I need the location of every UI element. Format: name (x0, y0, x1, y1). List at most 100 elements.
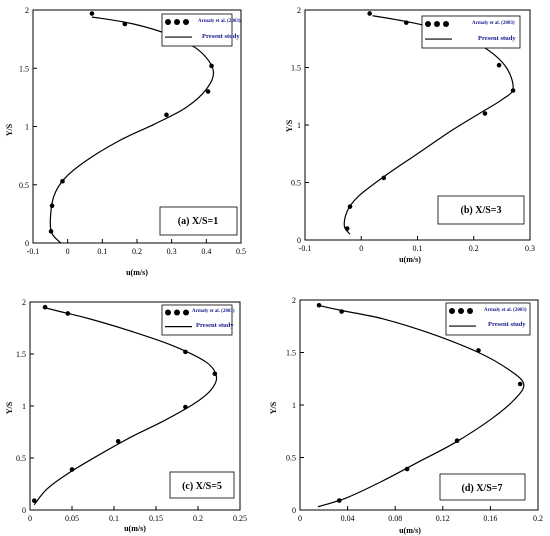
panel-a-legend-experimental: Armaly et al. (2003) (198, 19, 241, 24)
panel-d-legend-marker (449, 308, 455, 314)
panel-b-ytick-label: 2 (297, 6, 301, 15)
panel-a-caption-box (159, 206, 238, 236)
panel-a-ylabel: Y/S (5, 123, 14, 136)
panel-a-caption: (a) X/S=1 (178, 216, 218, 227)
panel-d-ytick-label: 1.5 (286, 349, 296, 358)
panel-b-ytick-label: 0 (297, 236, 301, 245)
panel-d-xtick-label: 0 (298, 514, 302, 523)
panel-a-legend-marker (183, 19, 189, 25)
panel-b-legend-numerical: Present study (478, 35, 516, 42)
panel-b-xlabel: u(m/s) (399, 255, 421, 264)
panel-c-xtick-label: 0.05 (65, 514, 79, 523)
panel-c-data-point (69, 467, 75, 472)
panel-a-legend-numerical: Present study (202, 33, 240, 40)
panel-b-legend-marker (425, 21, 431, 27)
panel-d-data-point (454, 438, 460, 444)
panel-c-data-point (42, 304, 48, 310)
panel-d-present-study-curve (317, 304, 525, 508)
panel-c-legend-numerical: Present study (196, 322, 234, 329)
panel-a-ytick-label: 2 (25, 6, 29, 15)
panel-a-ytick-label: 0 (25, 239, 29, 248)
panel-a-ytick-label: 1.5 (19, 64, 29, 73)
panel-d-xtick-label: 0.08 (388, 514, 402, 523)
panel-b-data-point (496, 62, 502, 68)
panel-d-xtick-label: 0.04 (341, 514, 355, 523)
panel-c-ytick-label: 0.5 (16, 454, 26, 463)
panel-a-data-point (49, 203, 55, 209)
panel-c-xtick-label: 0.2 (193, 514, 203, 523)
panel-c-legend-marker (165, 309, 171, 316)
panel-c-data-point (212, 371, 218, 377)
panel-d-ytick-label: 0 (292, 506, 296, 515)
panel-c-data-point (115, 439, 121, 444)
panel-a-legend-marker (174, 19, 180, 25)
panel-a-xtick-label: -0.1 (27, 247, 40, 256)
panel-a-legend-marker (165, 19, 171, 25)
panel-c-legend-marker (174, 309, 180, 316)
panel-c-data-point (65, 311, 71, 316)
panel-a-xtick-label: 0.5 (236, 247, 246, 256)
panel-d-data-point (316, 302, 322, 308)
panel-d-data-point (339, 309, 344, 314)
panel-d-data-point (404, 466, 410, 472)
panel-d-xtick-label: 0.2 (533, 514, 543, 523)
panel-a-data-point (48, 229, 54, 234)
panel-d-legend-marker (458, 308, 464, 314)
panel-d-ytick-label: 1 (292, 401, 296, 410)
panel-b-data-point (403, 20, 409, 25)
panel-c-xtick-label: 0.1 (109, 514, 119, 523)
panel-a-data-point (164, 112, 169, 118)
panel-d-caption-box (439, 473, 526, 501)
panel-c-ytick-label: 2 (22, 298, 26, 307)
panel-a-ytick-label: 1 (25, 123, 29, 132)
panel-a-xtick-label: 0.3 (167, 247, 177, 256)
panel-b-xtick-label: -0.1 (299, 244, 312, 253)
panel-b-data-point (510, 88, 516, 93)
panel-d-data-point (336, 498, 342, 503)
panel-d: 0 0.04 0.08 0.12 0.16 0.2 0 0.5 1 1.5 2 Y/S u(m/s)… (269, 296, 543, 535)
panel-b-data-point (381, 175, 387, 181)
panel-b-xtick-label: 0.1 (413, 244, 423, 253)
panel-c-xtick-label: 0 (28, 514, 32, 523)
panel-a-data-point (122, 21, 128, 27)
panel-c-data-point (183, 404, 188, 410)
panel-d-xtick-label: 0.16 (483, 514, 497, 523)
panel-a: -0.1 0 0.1 0.2 0.3 0.4 0.500.511.52 Y/S u(m/s)… (5, 6, 246, 277)
panel-d-legend-numerical: Present study (488, 321, 526, 328)
panel-b-ytick-label: 1 (297, 121, 301, 130)
panel-c-ytick-label: 1.5 (16, 350, 26, 359)
panel-b: -0.1 0 0.1 0.2 0.300.511.52 Y/S u(m/s) (b) X… (285, 6, 535, 264)
panel-c-legend-box (161, 304, 233, 336)
panel-a-xlabel: u(m/s) (126, 268, 148, 277)
panel-c-ylabel: Y/S (5, 401, 14, 414)
panel-d-xtick-label: 0.12 (436, 514, 450, 523)
panel-c-caption: (c) X/S=5 (182, 481, 222, 492)
panel-a-data-point (205, 89, 211, 94)
panel-c-legend-experimental: Armaly et al. (2003) (192, 309, 235, 314)
panel-c-ytick-label: 1 (22, 402, 26, 411)
panel-c-xtick-label: 0.15 (149, 514, 163, 523)
panel-b-legend-marker (443, 21, 449, 27)
panel-a-xtick-label: 0.2 (132, 247, 142, 256)
panel-b-data-point (344, 226, 350, 231)
panel-c-legend-marker (183, 309, 189, 316)
panel-d-data-point (476, 348, 481, 353)
panel-d-ylabel: Y/S (269, 401, 278, 414)
panel-b-caption: (b) X/S=3 (461, 205, 502, 216)
panel-b-ylabel: Y/S (285, 119, 294, 132)
panel-a-xtick-label: 0.4 (201, 247, 211, 256)
panel-d-ytick-label: 0.5 (286, 454, 296, 463)
panel-c-data-point (31, 498, 37, 503)
panel-c-xlabel: u(m/s) (124, 524, 146, 533)
panel-d-ytick-label: 2 (292, 296, 296, 305)
panel-a-legend-box (161, 13, 233, 47)
panel-b-xtick-label: 0.3 (525, 244, 535, 253)
panel-b-xtick-label: 0 (359, 244, 363, 253)
panel-a-data-point (89, 11, 95, 16)
panel-c-xtick-label: 0.25 (233, 514, 247, 523)
panel-b-legend-experimental: Armaly et al. (2003) (472, 21, 515, 26)
panel-a-ytick-label: 0.5 (19, 181, 29, 190)
panel-d-data-point (517, 381, 523, 387)
panel-b-ytick-label: 1.5 (291, 64, 301, 73)
